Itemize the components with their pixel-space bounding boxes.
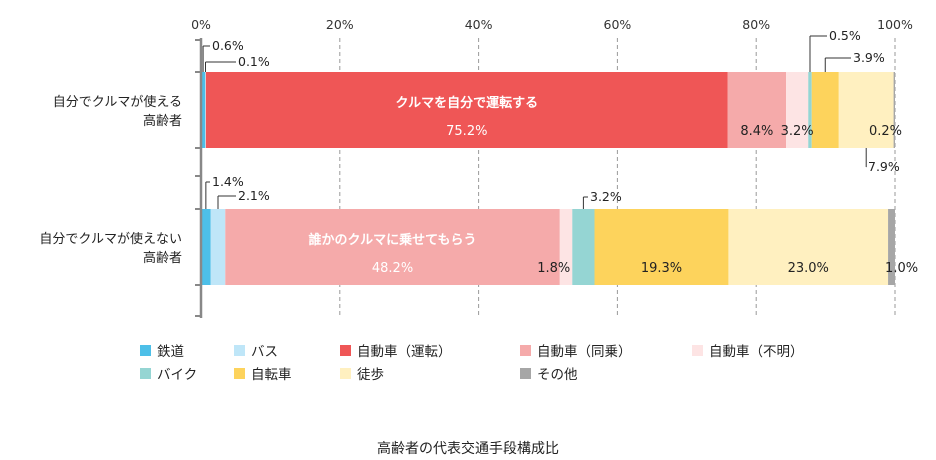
- bar-segment: [893, 72, 895, 148]
- data-label: 3.2%: [590, 189, 622, 204]
- legend-item: 鉄道: [140, 340, 184, 360]
- data-label: 0.5%: [829, 28, 861, 43]
- legend-label: バス: [251, 344, 278, 360]
- bar-segment: [205, 72, 728, 148]
- x-tick-label: 20%: [326, 17, 354, 32]
- stacked-bar-chart: 0% 20% 40% 60% 80% 100%自分でクルマが使える高齢者自分でクルマが使え…: [39, 17, 918, 318]
- legend-swatch: [340, 367, 351, 379]
- data-label: 2.1%: [238, 188, 270, 203]
- legend-label: バイク: [157, 367, 198, 383]
- legend-item: 徒歩: [340, 363, 384, 383]
- legend-label: 自動車（不明）: [709, 344, 804, 360]
- legend-swatch: [520, 367, 531, 379]
- data-label: 0.1%: [238, 54, 270, 69]
- segment-value-label: 48.2%: [372, 261, 413, 276]
- bar-segment: [205, 72, 206, 148]
- category-label: 高齢者: [143, 250, 182, 266]
- bar-segment: [811, 72, 839, 148]
- data-label: 8.4%: [740, 124, 773, 139]
- category-label: 自分でクルマが使える: [53, 94, 182, 110]
- legend-label: 鉄道: [157, 344, 184, 360]
- legend-label: 自動車（同乗）: [537, 344, 632, 360]
- bar-segment: [786, 72, 809, 148]
- data-label: 1.4%: [212, 174, 244, 189]
- legend-item: 自動車（同乗）: [520, 340, 632, 360]
- legend-item: 自転車: [234, 363, 292, 383]
- bar-segment: [888, 209, 895, 285]
- x-tick-label: 0%: [191, 17, 211, 32]
- legend-swatch: [692, 344, 703, 356]
- legend-swatch: [140, 367, 151, 379]
- x-tick-label: 40%: [465, 17, 493, 32]
- x-tick-label: 80%: [742, 17, 770, 32]
- bar-segment: [225, 209, 560, 285]
- bar-segment: [594, 209, 729, 285]
- bar-segment: [838, 72, 894, 148]
- bar-segment: [201, 209, 211, 285]
- legend-item: 自動車（不明）: [692, 340, 804, 360]
- bar-segment: [808, 72, 812, 148]
- segment-value-label: 75.2%: [446, 124, 487, 139]
- segment-title-label: 誰かのクルマに乗せてもらう: [309, 232, 477, 248]
- data-label: 3.9%: [853, 50, 885, 65]
- category-label: 自分でクルマが使えない: [39, 231, 182, 247]
- legend-swatch: [520, 344, 531, 356]
- legend-label: 徒歩: [357, 367, 384, 383]
- legend-swatch: [140, 344, 151, 356]
- category-label: 高齢者: [143, 113, 182, 129]
- legend-swatch: [340, 344, 351, 356]
- data-label: 19.3%: [641, 261, 682, 276]
- segment-title-label: クルマを自分で運転する: [395, 95, 538, 111]
- bar-segment: [210, 209, 226, 285]
- data-label: 1.8%: [537, 261, 570, 276]
- data-label: 1.0%: [885, 261, 918, 276]
- data-label: 23.0%: [788, 261, 829, 276]
- bar-segment: [572, 209, 595, 285]
- legend-item: 自動車（運転）: [340, 340, 452, 360]
- legend-label: その他: [537, 367, 578, 383]
- bar-segment: [201, 72, 206, 148]
- legend-item: その他: [520, 363, 578, 383]
- data-label: 0.6%: [212, 38, 244, 53]
- legend-swatch: [234, 344, 245, 356]
- data-label: 7.9%: [868, 159, 900, 174]
- legend-item: バイク: [140, 363, 197, 383]
- data-label: 3.2%: [781, 124, 814, 139]
- bar-segment: [559, 209, 573, 285]
- legend-label: 自動車（運転）: [357, 344, 452, 360]
- chart-caption: 高齢者の代表交通手段構成比: [377, 441, 559, 457]
- x-tick-label: 60%: [604, 17, 632, 32]
- bar-segment: [728, 209, 889, 285]
- legend-swatch: [234, 367, 245, 379]
- legend-label: 自転車: [251, 367, 292, 383]
- bar-segment: [727, 72, 787, 148]
- data-label: 0.2%: [869, 124, 902, 139]
- legend-item: バス: [234, 340, 278, 360]
- x-tick-label: 100%: [877, 17, 913, 32]
